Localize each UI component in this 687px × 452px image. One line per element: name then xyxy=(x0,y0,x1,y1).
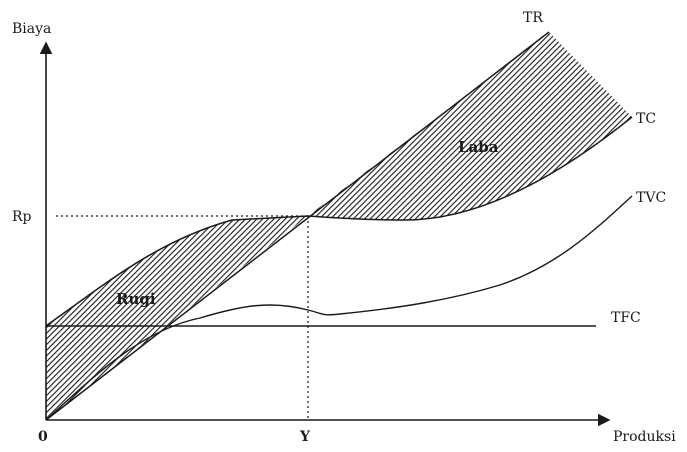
rp-tick-label: Rp xyxy=(12,209,32,225)
profit-region-label: Laba xyxy=(458,138,499,156)
loss-region-label: Rugi xyxy=(116,290,156,308)
tvc-curve xyxy=(45,195,633,421)
tvc-label: TVC xyxy=(636,190,666,206)
x-axis-label: Produksi xyxy=(613,429,676,445)
tr-label: TR xyxy=(523,10,543,26)
tc-label: TC xyxy=(636,111,656,127)
y-tick-label: Y xyxy=(299,429,311,445)
y-axis-label: Biaya xyxy=(12,21,51,37)
origin-label: 0 xyxy=(38,429,48,445)
profit-region xyxy=(308,32,632,220)
tr-line xyxy=(45,31,550,421)
tc-curve xyxy=(45,116,633,327)
tfc-label: TFC xyxy=(611,310,641,326)
